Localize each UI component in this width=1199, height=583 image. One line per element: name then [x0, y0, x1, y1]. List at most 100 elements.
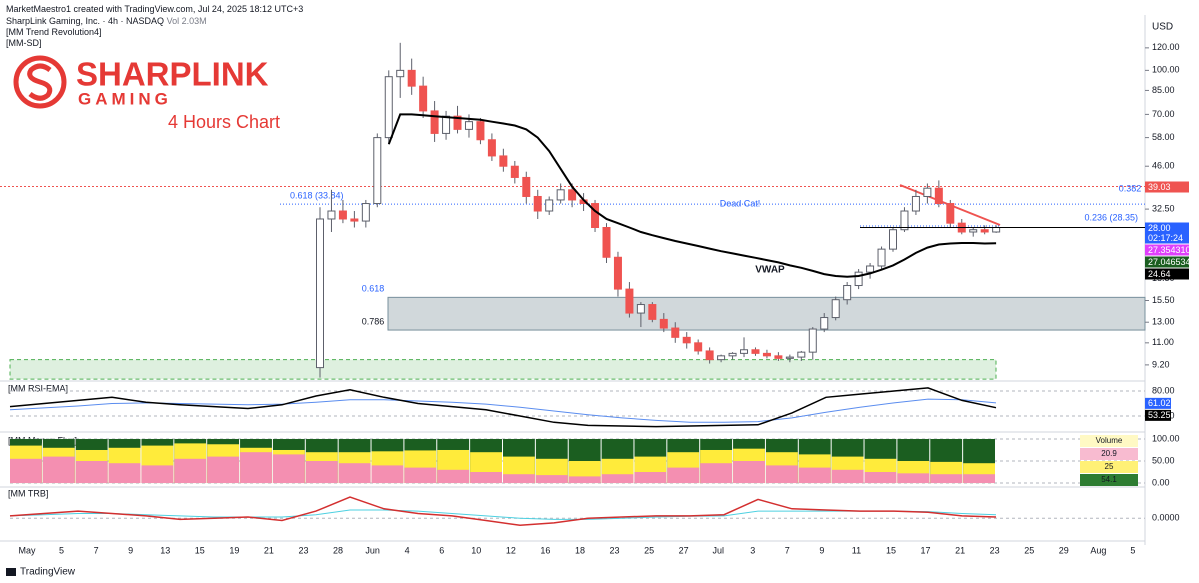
y-tick-label: 80.00 [1152, 385, 1175, 395]
logo-sub: GAMING [78, 89, 172, 108]
candle-body [866, 265, 875, 273]
candle-body [636, 304, 645, 314]
x-tick-label: 13 [160, 545, 170, 555]
candle-body [762, 352, 771, 357]
rsi-line [9, 387, 997, 428]
candle-body [820, 317, 829, 330]
candle-body [522, 176, 531, 197]
candle-body [327, 210, 336, 220]
flux-legend-head [1080, 435, 1138, 447]
note: Dead Cat! [720, 198, 761, 208]
x-tick-label: 29 [1059, 545, 1069, 555]
candle-body [831, 299, 840, 319]
candle-body [889, 229, 897, 250]
price-tag-label: 27.354310 [1148, 245, 1191, 255]
currency: USD [1152, 22, 1173, 33]
x-tick-label: 23 [990, 545, 1000, 555]
trb-fast [9, 496, 997, 527]
flux-pink [42, 456, 75, 484]
candle-body [659, 318, 668, 329]
candle-body [717, 355, 726, 361]
y-tick-label: 46.00 [1152, 161, 1175, 171]
candle-body [602, 227, 611, 258]
flux-pink [503, 474, 535, 484]
value-tag-label: 61.02 [1148, 398, 1171, 408]
y-tick-label: 50.00 [1152, 455, 1175, 465]
x-tick-label: 27 [679, 545, 689, 555]
flux-pink [864, 472, 897, 484]
flux-pink [831, 469, 864, 484]
candle-body [682, 336, 691, 344]
y-tick-label: 0.0000 [1152, 513, 1180, 523]
footer: TradingView [6, 567, 76, 578]
candle-body [877, 248, 886, 267]
x-tick-label: Aug [1090, 545, 1106, 555]
fib-label: 0.236 (28.35) [1084, 212, 1138, 222]
flux-pink [535, 475, 568, 484]
candle-body [384, 76, 393, 139]
candle-body [568, 189, 577, 201]
candle-body [545, 199, 554, 212]
candle-body [533, 195, 542, 212]
x-tick-label: 7 [94, 545, 99, 555]
candle-body [373, 137, 382, 205]
x-tick-label: 21 [264, 545, 274, 555]
flux-pink [371, 465, 404, 484]
candle-body [774, 355, 783, 359]
countdown: 02:17:24 [1148, 233, 1183, 243]
flux-pink [404, 467, 437, 484]
y-tick-label: 9.20 [1152, 359, 1170, 369]
x-tick-label: 9 [128, 545, 133, 555]
candle-body [900, 210, 909, 231]
y-tick-label: 13.00 [1152, 317, 1175, 327]
x-tick-label: 23 [610, 545, 620, 555]
pane-title: [MM TRB] [8, 488, 48, 498]
x-tick-label: 9 [819, 545, 824, 555]
candle-body [338, 210, 347, 220]
price-tag-label: 28.00 [1148, 223, 1171, 233]
flux-pink [798, 467, 831, 484]
candle-body [407, 69, 416, 87]
y-tick-label: 85.00 [1152, 85, 1175, 95]
flux-pink [305, 461, 338, 484]
volume: Vol 2.03M [166, 16, 207, 26]
indicator-2: [MM-SD] [6, 38, 42, 48]
flux-pink [634, 472, 667, 484]
x-tick-label: 21 [955, 545, 965, 555]
candle-body [510, 165, 519, 178]
flux-pink [240, 452, 272, 484]
x-tick-label: 10 [471, 545, 481, 555]
x-tick-label: 5 [59, 545, 64, 555]
candle-body [350, 218, 359, 222]
candle-body [361, 203, 370, 222]
flux-legend-value: 20.9 [1101, 449, 1117, 458]
fib-label: 0.618 (33.84) [290, 190, 344, 200]
flux-pink [338, 463, 371, 484]
vwap-line [387, 113, 997, 278]
note: 0.618 [362, 283, 385, 293]
pane-title: [MM Money Flux] [8, 435, 77, 445]
flux-pink [667, 467, 700, 484]
pane-title: [MM RSI-EMA] [8, 383, 68, 393]
flux-pink [733, 461, 765, 484]
candle-body [671, 327, 680, 338]
price-tag-label: 24.64 [1148, 269, 1171, 279]
candle-body [419, 85, 428, 112]
logo-ring [13, 55, 67, 109]
price-tag-label: 27.046534 [1148, 257, 1191, 267]
y-tick-label: 58.00 [1152, 132, 1175, 142]
price-tag-label: 39.03 [1148, 182, 1171, 192]
y-tick-label: 70.00 [1152, 109, 1175, 119]
candle-body [613, 256, 622, 290]
x-tick-label: 25 [1024, 545, 1034, 555]
vwap-label: VWAP [755, 265, 785, 276]
flux-pink [470, 472, 502, 484]
candle-body [499, 155, 508, 167]
y-tick-label: 120.00 [1152, 42, 1180, 52]
x-tick-label: 17 [921, 545, 931, 555]
x-tick-label: 3 [750, 545, 755, 555]
note: 0.786 [362, 316, 385, 326]
zone [387, 296, 1146, 331]
